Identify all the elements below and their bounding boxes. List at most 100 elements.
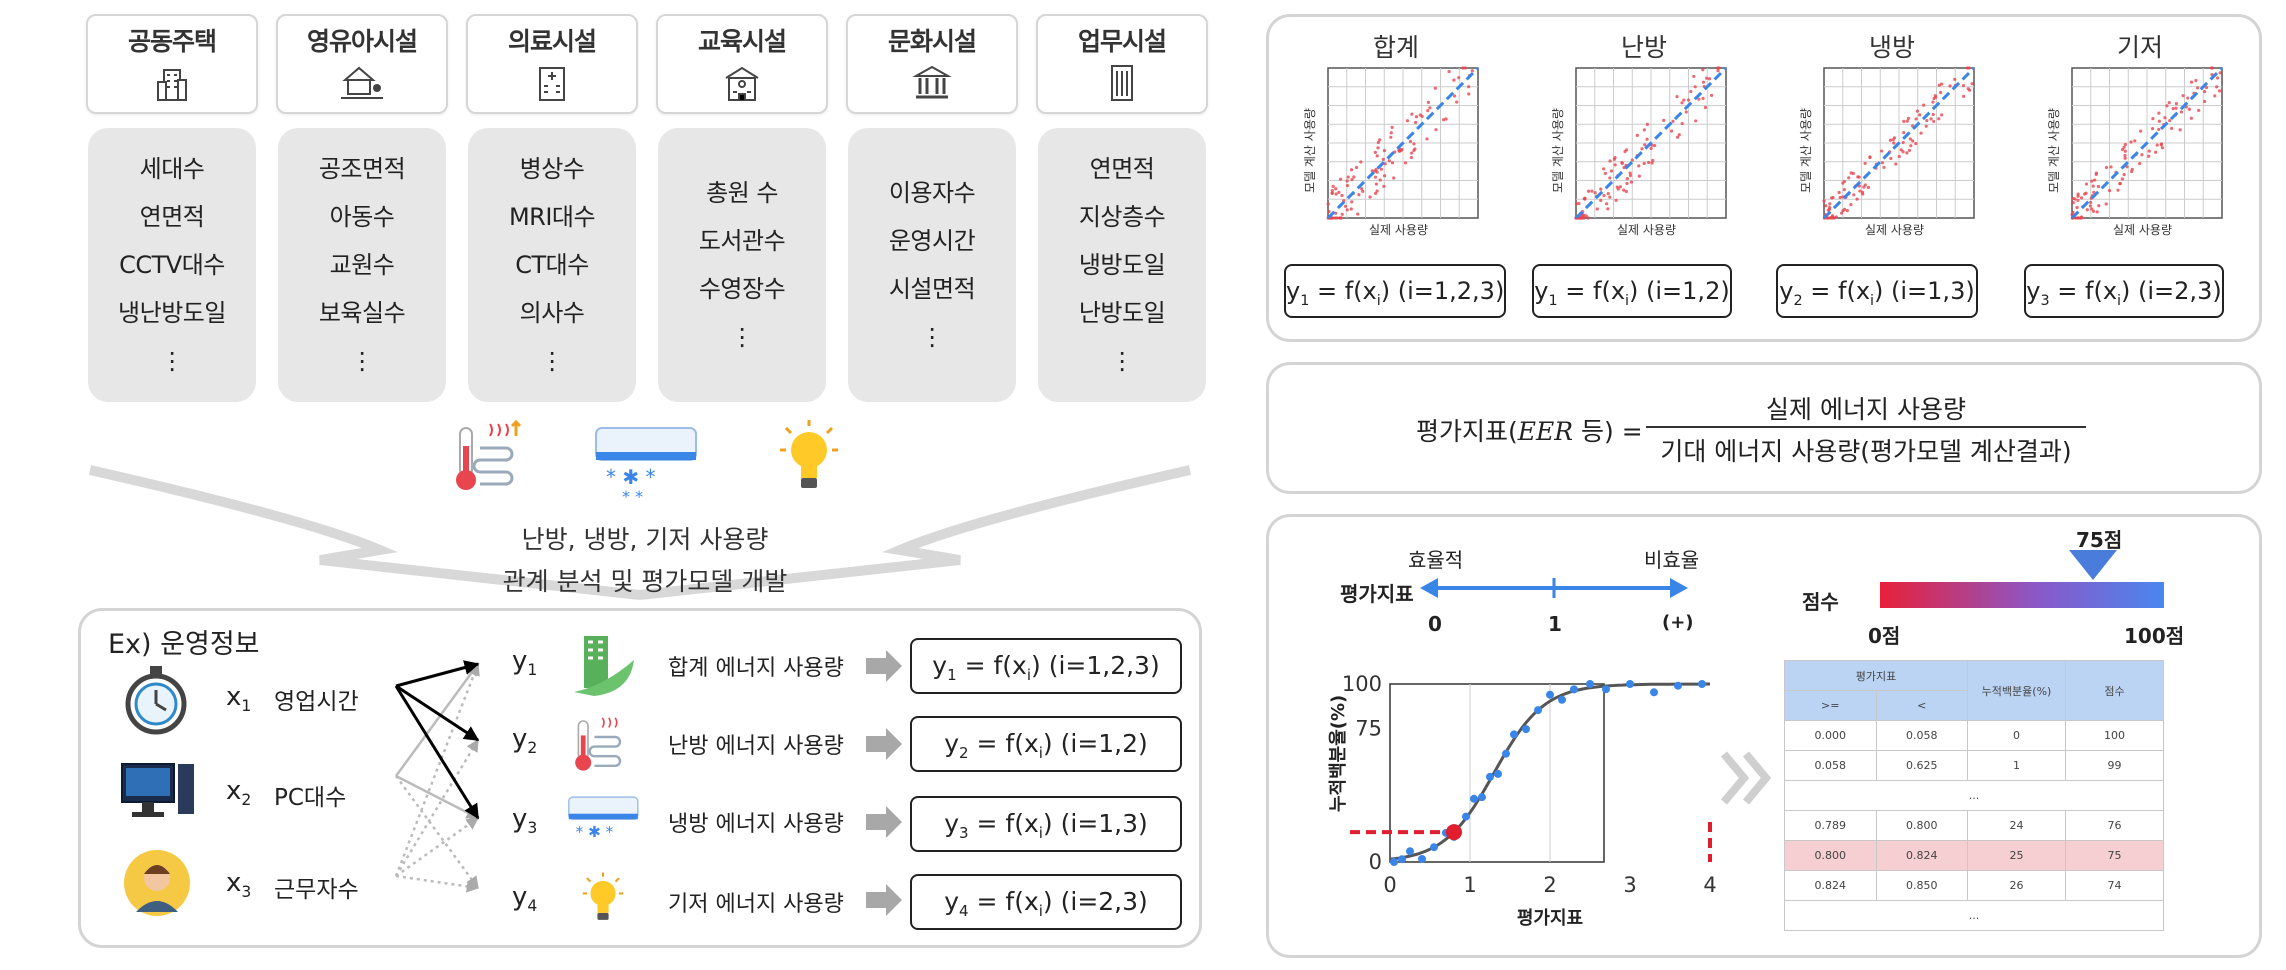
scatter-point <box>2120 147 2125 152</box>
cdf-point <box>1534 706 1542 715</box>
scatter-point <box>1356 212 1360 216</box>
scatter-point <box>1420 114 1424 118</box>
score-min: 0점 <box>1868 624 1901 648</box>
scatter-point <box>1628 171 1632 175</box>
lightbulb-icon <box>780 420 838 488</box>
scatter-point <box>2157 127 2161 131</box>
scatter-point <box>1357 193 1361 197</box>
scatter-point <box>1939 82 1944 86</box>
scatter-point <box>1676 135 1680 139</box>
scatter-point <box>2213 94 2217 98</box>
scatter-point <box>1953 77 1957 81</box>
cdf-ytick: 75 <box>1355 717 1382 741</box>
cdf-ytick: 0 <box>1369 850 1382 874</box>
scatter-point <box>1629 180 1634 184</box>
lightbulb-icon <box>582 872 624 920</box>
scatter-point <box>2104 202 2108 206</box>
scatter-point <box>1880 161 1885 165</box>
scatter-point <box>2171 106 2175 111</box>
scatter-point <box>1413 120 1418 125</box>
label-inefficient: 비효율 <box>1644 548 1700 572</box>
scatter-point <box>1624 189 1628 194</box>
scatter-point <box>1444 117 1448 121</box>
scatter-point <box>2129 140 2133 144</box>
category-items-medical: 병상수 MRI대수 CT대수 의사수 ⋮ <box>468 128 636 402</box>
scatter-point <box>2133 139 2137 143</box>
identity-line <box>2070 66 2224 220</box>
office-building-icon <box>1111 65 1133 101</box>
analysis-line-2: 관계 분석 및 평가모델 개발 <box>502 567 788 596</box>
cdf-point <box>1462 812 1470 821</box>
scatter-point <box>1613 163 1617 167</box>
scatter-point <box>1608 159 1612 163</box>
scatter-point <box>1622 166 1626 170</box>
scatter-point <box>1410 151 1414 155</box>
cdf-point <box>1558 695 1566 704</box>
scatter-point <box>1467 85 1471 89</box>
childcare-icon <box>341 66 383 99</box>
scatter-point <box>1603 171 1608 175</box>
scatter-point <box>1373 191 1378 195</box>
scatter-point <box>2089 200 2093 205</box>
scatter-point <box>1382 184 1386 188</box>
scatter-ylabel: 모델 계산 사용량 <box>1799 108 1813 193</box>
scatter-point <box>1606 207 1610 211</box>
scatter-point <box>1410 112 1414 116</box>
cooling-icon: * ✱ * * * <box>595 427 697 504</box>
scatter-point <box>1583 197 1587 201</box>
scatter-point <box>1908 137 1912 141</box>
scatter-point <box>1843 207 1847 211</box>
scatter-point <box>2151 127 2155 131</box>
scatter-point <box>1937 117 1941 121</box>
cdf-point <box>1626 680 1634 688</box>
scatter-point <box>1860 190 1865 194</box>
scatter-point <box>1625 177 1629 181</box>
scatter-point <box>1361 189 1365 193</box>
list-item: 병상수 <box>519 155 585 183</box>
list-item: 난방도일 <box>1078 299 1166 327</box>
scatter-point <box>1882 165 1886 170</box>
scatter-point <box>2174 106 2178 110</box>
scatter-point <box>1352 175 1356 179</box>
input-label: 근무자수 <box>274 877 359 903</box>
scatter-point <box>1962 94 1966 98</box>
scatter-point <box>1915 109 1920 113</box>
scatter-point <box>1650 161 1654 165</box>
scatter-point <box>1428 106 1432 110</box>
scatter-point <box>2218 71 2222 75</box>
scatter-point <box>1383 174 1387 178</box>
scatter-point <box>1608 176 1612 180</box>
scatter-point <box>2187 107 2192 111</box>
formula-numerator: 실제 에너지 사용량 <box>1766 395 1966 424</box>
equation-box-y4: y4 = f(xi) (i=2,3) <box>910 874 1182 930</box>
identity-line <box>1326 66 1480 220</box>
scatter-point <box>1649 146 1653 151</box>
scatter-point <box>1686 98 1691 102</box>
scatter-point <box>1909 144 1913 148</box>
scatter-point <box>1866 185 1870 190</box>
cdf-xtick: 3 <box>1623 873 1636 897</box>
scatter-point <box>1442 118 1446 122</box>
scatter-point <box>1703 105 1708 110</box>
scatter-point <box>1590 189 1594 193</box>
scatter-point <box>1376 146 1380 150</box>
cdf-point <box>1398 855 1406 864</box>
scatter-point <box>1389 135 1393 139</box>
list-item: 지상층수 <box>1078 203 1166 231</box>
category-name: 공동주택 <box>127 27 217 56</box>
scatter-xlabel: 실제 사용량 <box>2113 223 2172 237</box>
funnel-shape <box>80 460 1192 610</box>
table-header: 평가지표 <box>1784 660 1968 691</box>
identity-line <box>1822 66 1976 220</box>
scatter-point <box>1392 176 1396 180</box>
cdf-point <box>1470 794 1478 803</box>
cdf-xtick: 1 <box>1463 873 1476 897</box>
scatter-xlabel: 실제 사용량 <box>1369 223 1428 237</box>
scatter-point <box>2170 126 2174 130</box>
scatter-ylabel: 모델 계산 사용량 <box>1551 108 1565 193</box>
list-item: ⋮ <box>1110 347 1134 375</box>
scatter-equation-cooling: y2 = f(xi) (i=1,3) <box>1776 264 1978 318</box>
scatter-point <box>1609 169 1614 173</box>
